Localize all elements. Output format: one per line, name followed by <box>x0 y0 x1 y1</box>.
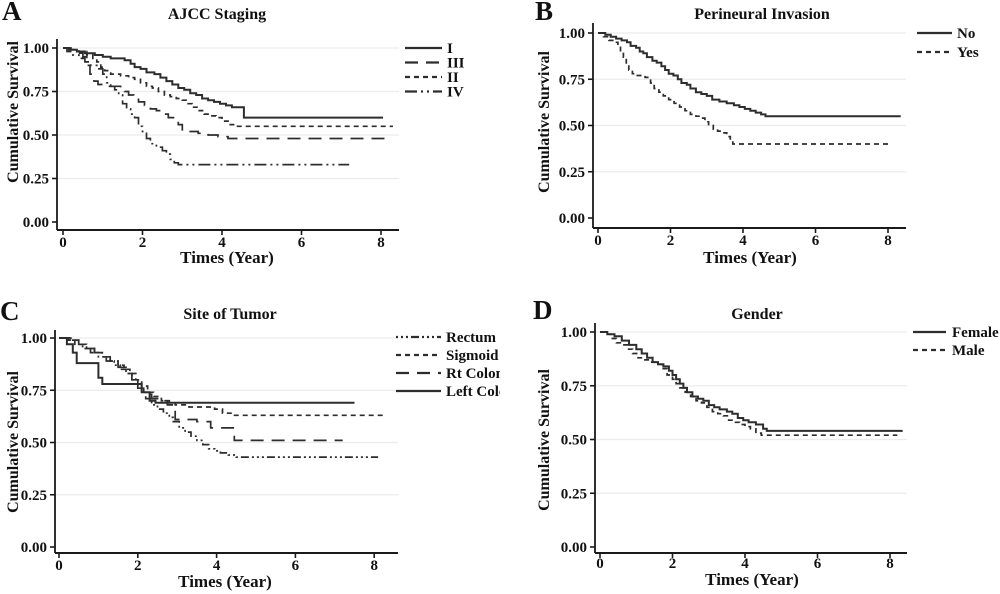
x-tick-label: 4 <box>741 556 749 572</box>
legend-label-iii: III <box>447 56 465 72</box>
y-tick-label: 0.25 <box>23 172 49 188</box>
y-tick-label: 0.25 <box>21 488 47 504</box>
legend-label-rt-colon: Rt Colon <box>446 366 500 382</box>
y-tick-label: 0.50 <box>561 433 587 449</box>
km-plot-site-of-tumor: 0.00 0.25 0.50 0.75 1.00 0 2 4 6 8 Rectum Sigmoid Rt… <box>21 330 500 574</box>
y-axis-label: Cumulative Survival <box>5 371 22 513</box>
y-tick-label: 1.00 <box>561 325 587 341</box>
y-axis-label: Cumulative Survival <box>536 51 553 193</box>
y-tick-label: 0.00 <box>561 540 587 556</box>
panel-title: Site of Tumor <box>183 306 277 323</box>
km-plot-perineural-invasion: 0.00 0.25 0.50 0.75 1.00 0 2 4 6 8 No Yes <box>559 23 979 249</box>
x-tick-label: 0 <box>59 235 67 251</box>
x-tick-label: 8 <box>370 558 378 574</box>
km-curve-i <box>63 47 383 119</box>
km-curve-ii <box>63 47 393 128</box>
x-tick-label: 0 <box>594 233 602 249</box>
km-curve-left-colon <box>59 337 355 404</box>
km-curve-female <box>600 331 903 432</box>
panel-ajcc-staging: 0.00 0.25 0.50 0.75 1.00 0 2 4 6 8 I III II IV A AJCC… <box>0 0 500 297</box>
x-axis-label: Times (Year) <box>180 248 274 267</box>
panel-letter: C <box>0 296 20 326</box>
y-tick-label: 0.75 <box>23 85 49 101</box>
x-tick-label: 4 <box>218 235 226 251</box>
x-tick-label: 4 <box>213 558 221 574</box>
legend-label-rectum: Rectum <box>446 330 496 346</box>
km-curve-no <box>598 32 901 118</box>
km-curve-male <box>600 331 898 437</box>
panel-site-of-tumor: 0.00 0.25 0.50 0.75 1.00 0 2 4 6 8 Rectum Sigmoid Rt… <box>0 297 500 594</box>
km-curve-yes <box>598 32 892 145</box>
y-tick-label: 0.75 <box>561 379 587 395</box>
panel-letter: A <box>2 0 22 26</box>
y-tick-label: 0.75 <box>21 383 47 399</box>
km-curve-sigmoid <box>59 337 386 417</box>
panel-letter: B <box>535 0 554 26</box>
x-tick-label: 2 <box>139 235 147 251</box>
x-tick-label: 0 <box>596 556 604 572</box>
legend-label-male: Male <box>952 343 985 359</box>
x-tick-label: 6 <box>814 556 822 572</box>
x-tick-label: 8 <box>377 235 385 251</box>
y-tick-label: 0.25 <box>561 486 587 502</box>
y-tick-label: 0.50 <box>23 128 49 144</box>
x-tick-label: 2 <box>669 556 677 572</box>
panel-letter: D <box>533 295 553 325</box>
y-axis-label: Cumulative Survival <box>536 369 553 511</box>
y-tick-label: 0.00 <box>559 211 585 227</box>
legend-label-left-colon: Left Colon <box>446 384 500 400</box>
panel-perineural-invasion: 0.00 0.25 0.50 0.75 1.00 0 2 4 6 8 No Yes B Perineu… <box>500 0 1000 297</box>
y-tick-label: 0.50 <box>21 436 47 452</box>
legend-label-no: No <box>957 26 975 42</box>
legend-label-sigmoid: Sigmoid <box>446 348 499 364</box>
y-tick-label: 0.25 <box>559 165 585 181</box>
x-tick-label: 8 <box>884 233 892 249</box>
legend-label-female: Female <box>952 325 999 341</box>
km-curve-iv <box>63 47 350 166</box>
y-tick-label: 1.00 <box>21 331 47 347</box>
x-axis-label: Times (Year) <box>703 248 797 267</box>
x-tick-label: 2 <box>667 233 675 249</box>
legend-label-yes: Yes <box>957 45 979 61</box>
x-tick-label: 0 <box>55 558 63 574</box>
y-tick-label: 1.00 <box>559 26 585 42</box>
panel-title: Gender <box>731 306 783 323</box>
km-plot-gender: 0.00 0.25 0.50 0.75 1.00 0 2 4 6 8 Female Male <box>561 323 999 572</box>
y-tick-label: 0.00 <box>23 215 49 231</box>
x-axis-label: Times (Year) <box>178 572 272 591</box>
panel-title: Perineural Invasion <box>694 6 830 23</box>
panel-gender: 0.00 0.25 0.50 0.75 1.00 0 2 4 6 8 Female Male D Ge… <box>500 297 1000 594</box>
y-axis-label: Cumulative Survival <box>5 41 22 183</box>
y-tick-label: 0.50 <box>559 119 585 135</box>
x-tick-label: 6 <box>812 233 820 249</box>
x-tick-label: 6 <box>292 558 300 574</box>
legend-label-ii: II <box>447 70 459 86</box>
y-tick-label: 0.75 <box>559 72 585 88</box>
y-tick-label: 0.00 <box>21 540 47 556</box>
legend-label-iv: IV <box>447 85 464 101</box>
x-axis-label: Times (Year) <box>705 570 799 589</box>
km-curve-rt-colon <box>59 337 343 442</box>
x-tick-label: 6 <box>298 235 306 251</box>
km-curve-iii <box>63 47 389 140</box>
x-tick-label: 8 <box>886 556 894 572</box>
legend-label-i: I <box>447 41 453 57</box>
x-tick-label: 4 <box>739 233 747 249</box>
y-tick-label: 1.00 <box>23 41 49 57</box>
panel-title: AJCC Staging <box>167 6 267 23</box>
x-tick-label: 2 <box>134 558 142 574</box>
km-curve-rectum <box>59 337 379 458</box>
